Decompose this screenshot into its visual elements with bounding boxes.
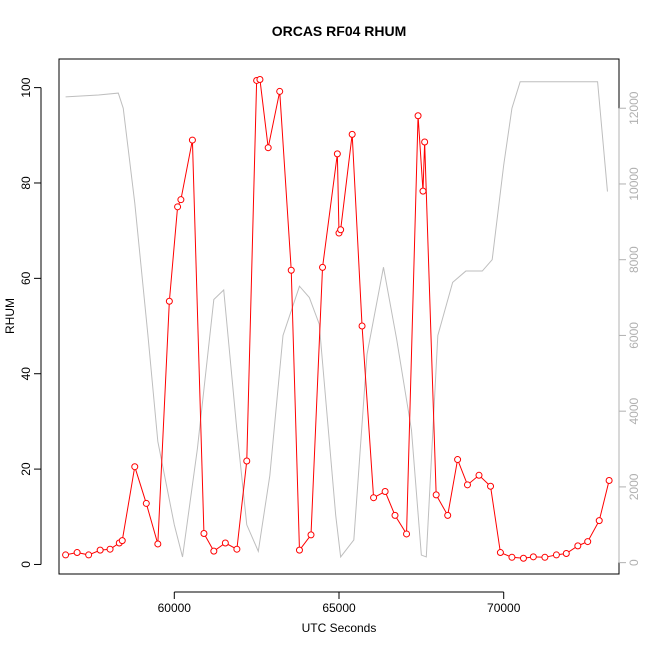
y-tick-label: 80 [19, 176, 33, 190]
series-layer [62, 76, 613, 562]
rhum-data-point [574, 542, 582, 550]
rhum-data-point [496, 549, 504, 557]
rhum-data-point [529, 553, 537, 561]
x-axis-label: UTC Seconds [302, 621, 377, 635]
rhum-data-point [118, 537, 126, 545]
rhum-data-point [276, 87, 284, 95]
rhum-data-point [210, 547, 218, 555]
rhum-data-point [562, 549, 570, 557]
rhum-data-point [475, 471, 483, 479]
rhum-data-point [358, 322, 366, 330]
rhum-data-point [307, 531, 315, 539]
rhum-data-point [73, 549, 81, 557]
rhum-data-point [454, 456, 462, 464]
rhum-data-point [463, 481, 471, 489]
rhum-data-point [233, 545, 241, 553]
rhum-data-point [131, 463, 139, 471]
secondary-series-line [65, 81, 608, 559]
y2-tick-label: 4000 [627, 397, 641, 424]
y-tick-label: 0 [19, 561, 33, 568]
rhum-data-point [264, 144, 272, 152]
x-tick-label: 60000 [158, 601, 192, 615]
y2-tick-label: 2000 [627, 473, 641, 500]
rhum-data-point [287, 266, 295, 274]
x-tick-label: 65000 [322, 601, 356, 615]
rhum-data-point [444, 511, 452, 519]
rhum-data-point [391, 511, 399, 519]
rhum-data-point [552, 551, 560, 559]
rhum-data-point [348, 130, 356, 138]
rhum-data-point [414, 112, 422, 120]
rhum-data-point [165, 297, 173, 305]
y2-tick-label: 12000 [627, 91, 641, 125]
rhum-data-point [333, 150, 341, 158]
rhum-data-point [605, 477, 613, 485]
rhum-data-point [174, 203, 182, 211]
y-tick-label: 40 [19, 367, 33, 381]
rhum-data-point [154, 540, 162, 548]
plot-area-frame [58, 58, 620, 575]
rhum-data-point [595, 517, 603, 525]
rhum-data-point [256, 76, 264, 84]
rhum-data-point [370, 494, 378, 502]
rhum-data-point [432, 491, 440, 499]
rhum-data-point [221, 539, 229, 547]
y-tick-label: 20 [19, 462, 33, 476]
rhum-data-point [106, 545, 114, 553]
y-tick-label: 100 [19, 77, 33, 97]
rhum-data-point [487, 482, 495, 490]
y2-tick-label: 6000 [627, 322, 641, 349]
rhum-data-point [508, 553, 516, 561]
rhum-data-point [188, 136, 196, 144]
rhum-data-point [62, 551, 70, 559]
rhum-data-point [96, 546, 104, 554]
rhum-data-point [295, 546, 303, 554]
chart-title: ORCAS RF04 RHUM [272, 23, 407, 39]
y-tick-label: 60 [19, 271, 33, 285]
axes: 60000 65000 70000 0 20 40 60 80 100 0 2000 4000 6000… [19, 77, 641, 615]
rhum-data-point [319, 263, 327, 271]
rhum-data-point [541, 553, 549, 561]
rhum-data-point [337, 226, 345, 234]
rhum-data-point [142, 499, 150, 507]
y2-tick-label: 8000 [627, 246, 641, 273]
y2-tick-label: 10000 [627, 167, 641, 201]
rhum-data-point [381, 488, 389, 496]
y-axis-label: RHUM [3, 298, 17, 334]
y2-tick-label: 0 [627, 559, 641, 566]
rhum-data-point [200, 529, 208, 537]
rhum-data-point [403, 530, 411, 538]
rhum-data-point [584, 538, 592, 546]
rhum-data-point [177, 196, 185, 204]
rhum-data-point [419, 187, 427, 195]
rhum-data-point [519, 554, 527, 562]
rhum-data-point [85, 551, 93, 559]
rhum-data-point [421, 138, 429, 146]
rhum-data-point [243, 457, 251, 465]
x-tick-label: 70000 [487, 601, 521, 615]
